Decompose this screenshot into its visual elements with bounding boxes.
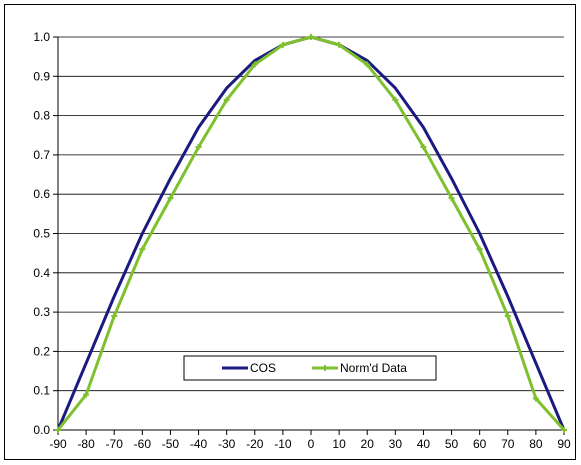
data-point: [504, 313, 511, 320]
x-tick-label: 70: [501, 437, 515, 451]
data-point: [532, 395, 539, 402]
x-tick-label: 0: [308, 437, 315, 451]
data-point: [167, 195, 174, 202]
series-layer: [55, 34, 567, 433]
x-tick-label: -10: [274, 437, 292, 451]
data-point: [476, 246, 483, 253]
y-tick-label: 0.5: [33, 227, 50, 241]
data-point: [392, 96, 399, 103]
x-tick-label: -60: [134, 437, 152, 451]
x-tick-label: -80: [77, 437, 95, 451]
y-tick-label: 0.3: [33, 305, 50, 319]
x-tick-label: 60: [473, 437, 487, 451]
data-point: [448, 195, 455, 202]
data-point: [364, 61, 371, 68]
y-tick-label: 0.9: [33, 69, 50, 83]
x-tick-label: -40: [190, 437, 208, 451]
data-point: [83, 391, 90, 398]
x-tick-label: -50: [162, 437, 180, 451]
data-point: [420, 144, 427, 151]
data-point: [336, 41, 343, 48]
y-tick-label: 0.8: [33, 109, 50, 123]
x-tick-label: 10: [332, 437, 346, 451]
data-point: [195, 144, 202, 151]
y-tick-label: 0.2: [33, 344, 50, 358]
data-point: [279, 41, 286, 48]
x-tick-label: 90: [557, 437, 571, 451]
x-tick-label: -70: [106, 437, 124, 451]
legend-label-cos: COS: [250, 361, 276, 375]
x-tick-label: -30: [218, 437, 236, 451]
legend-label-normd-data: Norm'd Data: [340, 361, 407, 375]
x-tick-label: 80: [529, 437, 543, 451]
y-tick-label: 0.7: [33, 148, 50, 162]
y-tick-label: 0.4: [33, 266, 50, 280]
data-point: [251, 61, 258, 68]
y-tick-label: 0.1: [33, 384, 50, 398]
gridlines: [58, 36, 564, 392]
y-tick-label: 0.0: [33, 423, 50, 437]
chart-frame: [4, 4, 576, 460]
x-tick-label: -90: [49, 437, 67, 451]
data-point: [139, 246, 146, 253]
data-point: [308, 34, 314, 40]
data-point: [223, 96, 230, 103]
x-tick-label: 50: [445, 437, 459, 451]
data-point: [55, 427, 61, 433]
y-tick-label: 1.0: [33, 30, 50, 44]
axes: 0.00.10.20.30.40.50.60.70.80.91.0-90 -80-…: [33, 30, 571, 451]
x-tick-label: 40: [417, 437, 431, 451]
x-tick-label: 30: [389, 437, 403, 451]
x-tick-label: -20: [246, 437, 264, 451]
x-tick-label: 20: [361, 437, 375, 451]
y-tick-label: 0.6: [33, 187, 50, 201]
data-point: [561, 427, 567, 433]
legend-marker: [322, 365, 328, 371]
legend: COS Norm'd Data: [183, 355, 437, 381]
data-point: [111, 313, 118, 320]
